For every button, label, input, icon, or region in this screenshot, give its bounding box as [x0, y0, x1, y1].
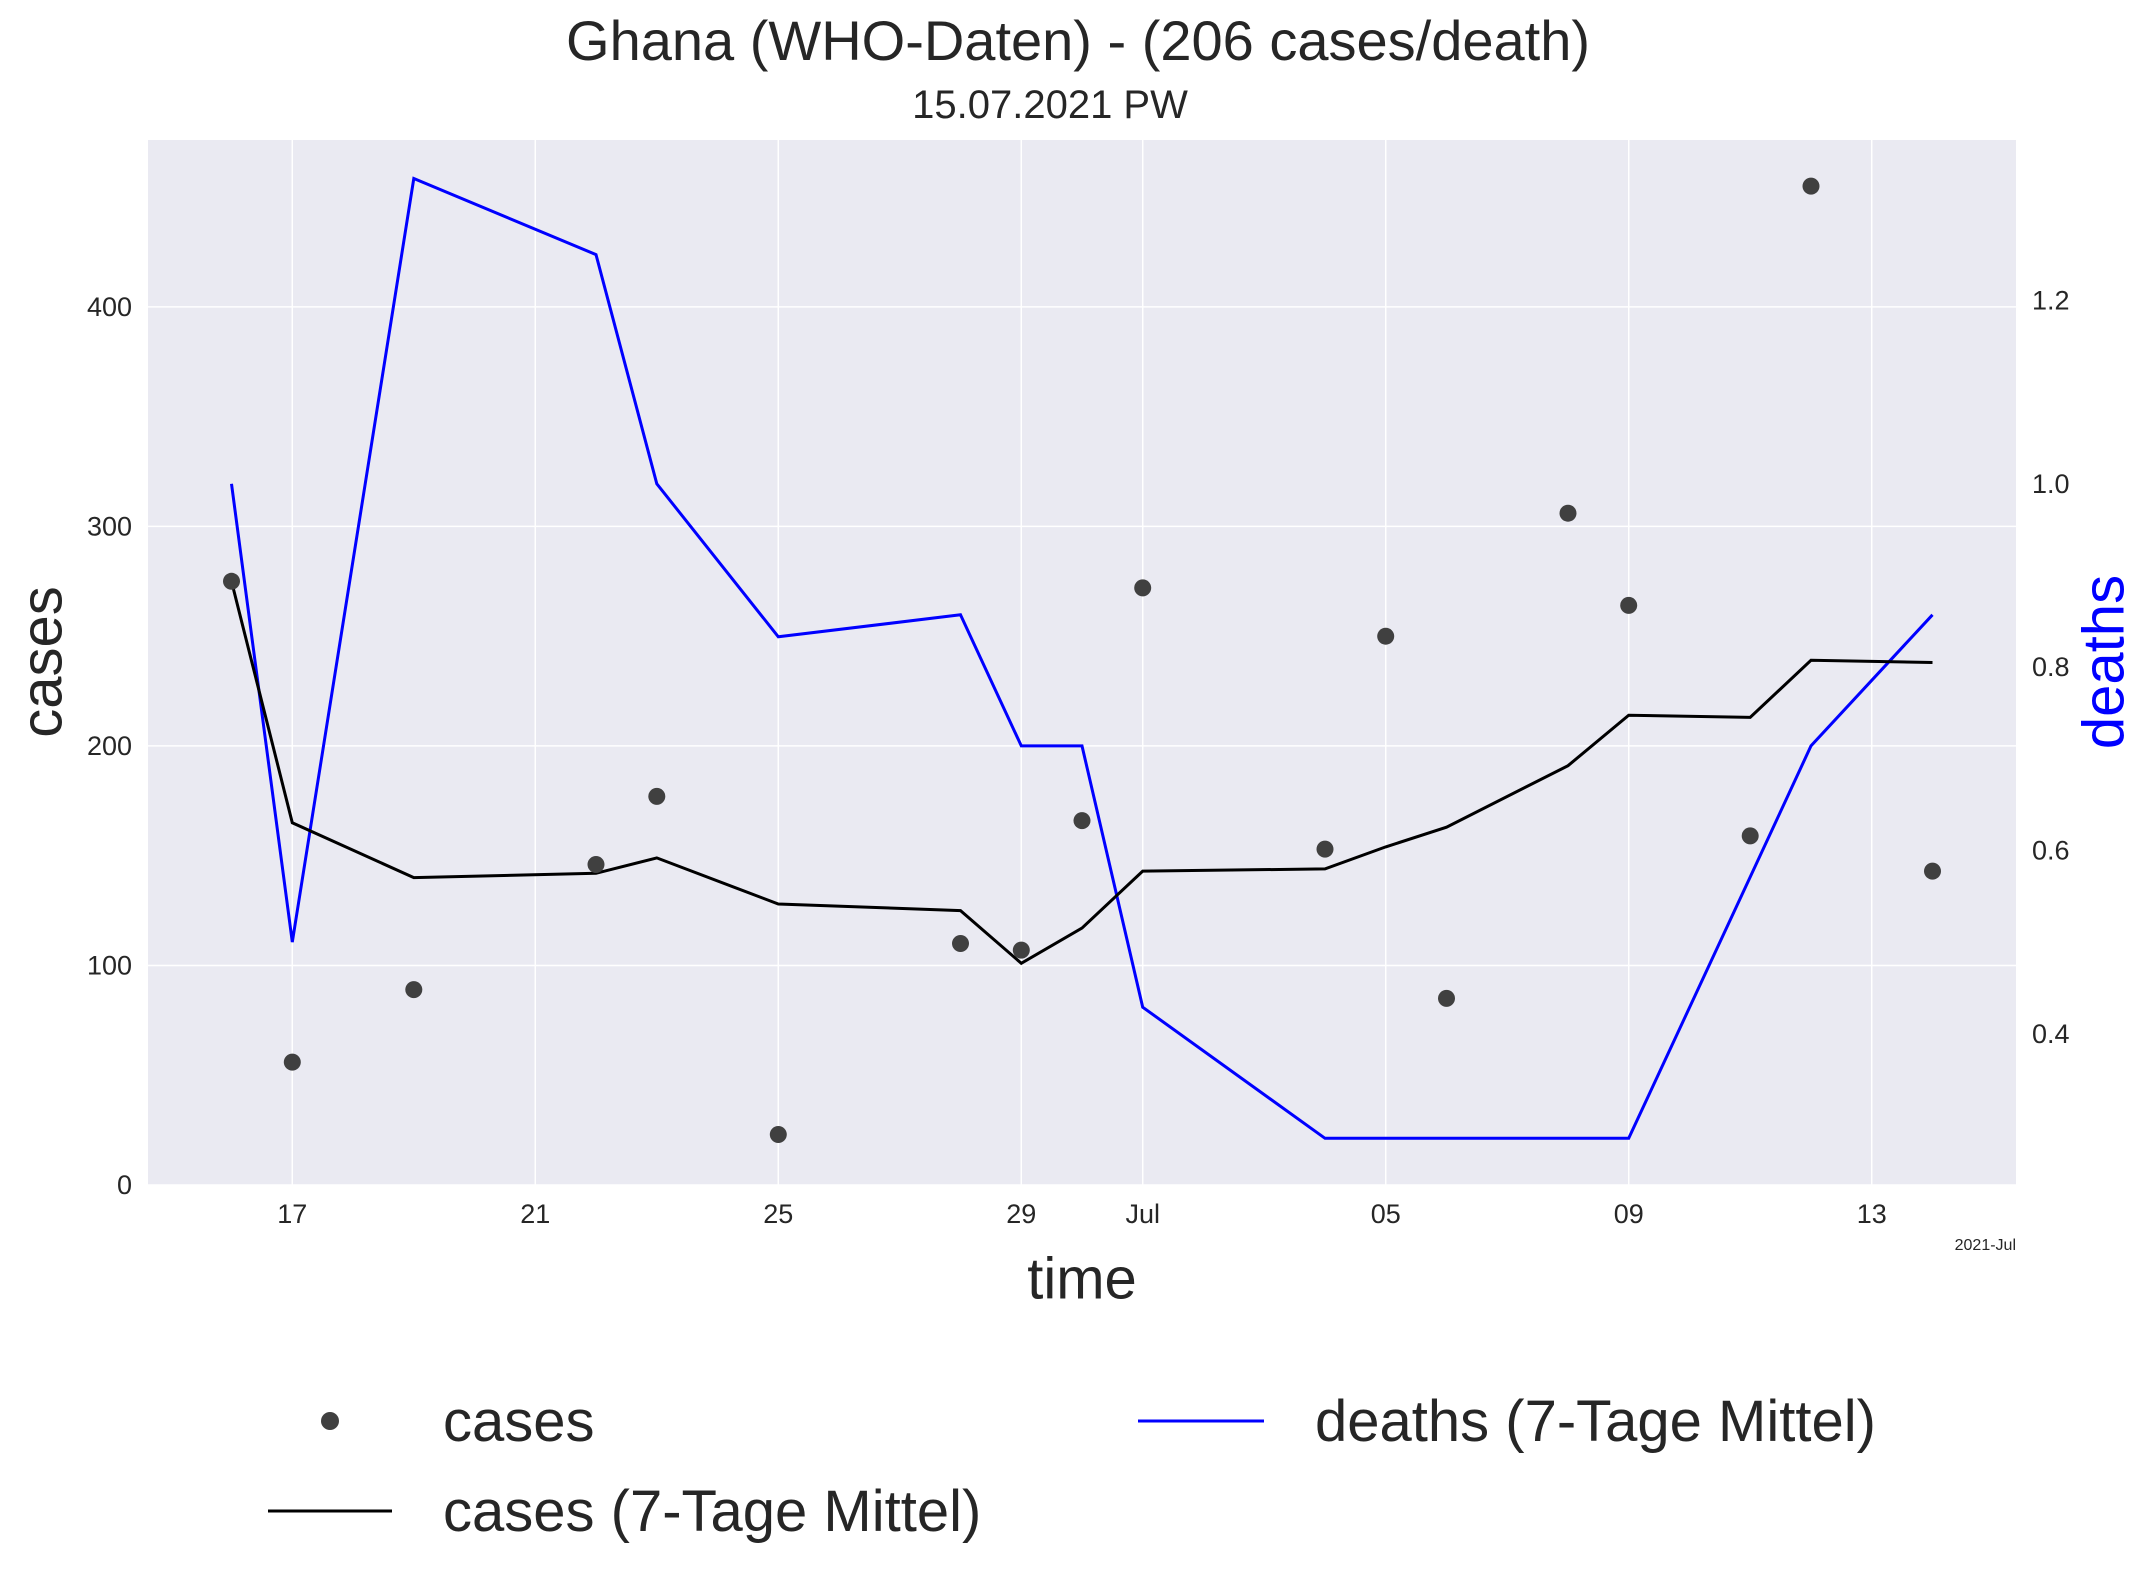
cases-point: [1377, 627, 1395, 645]
cases-point: [1741, 827, 1759, 845]
y-axis-label-right: deaths: [2071, 575, 2136, 749]
cases-point: [1073, 812, 1091, 830]
y-tick-label-right: 1.2: [2032, 285, 2070, 315]
legend-item-deaths-7day: deaths (7-Tage Mittel): [1138, 1389, 1876, 1454]
x-tick-label: 25: [763, 1199, 793, 1229]
cases-point: [1620, 596, 1638, 614]
x-tick-label: 05: [1371, 1199, 1401, 1229]
cases-point: [1559, 504, 1577, 522]
cases-point: [1316, 840, 1334, 858]
cases-point: [769, 1126, 787, 1143]
y-tick-label-right: 0.8: [2032, 652, 2070, 682]
legend-label-cases-7day: cases (7-Tage Mittel): [443, 1479, 981, 1544]
x-offset-label: 2021-Jul: [1955, 1237, 2016, 1254]
y-tick-label-left: 100: [87, 950, 132, 980]
cases-point: [587, 856, 605, 873]
x-tick-label: 21: [520, 1199, 550, 1229]
cases-7day-polyline: [230, 580, 1933, 966]
plot-area: [148, 140, 2016, 1185]
legend: cases cases (7-Tage Mittel) deaths (7-Ta…: [268, 1389, 1876, 1544]
y-tick-label-left: 200: [87, 731, 132, 761]
x-tick-label: Jul: [1125, 1199, 1160, 1229]
cases-point: [1438, 989, 1455, 1007]
deaths-7day-line: [230, 176, 1934, 1140]
deaths-7day-polyline: [230, 176, 1934, 1140]
y-tick-label-right: 0.4: [2032, 1019, 2070, 1049]
legend-item-cases: cases: [321, 1389, 595, 1454]
legend-label-deaths-7day: deaths (7-Tage Mittel): [1315, 1389, 1876, 1454]
cases-point: [1802, 177, 1820, 195]
legend-item-cases-7day: cases (7-Tage Mittel): [268, 1479, 981, 1544]
y-axis-label-left: cases: [9, 586, 74, 738]
cases-point: [1012, 941, 1030, 959]
cases-point: [283, 1053, 301, 1071]
x-axis-label: time: [1027, 1246, 1137, 1311]
grid-lines: [148, 140, 2016, 1186]
y-tick-label-left: 400: [87, 292, 132, 322]
x-tick-label: 13: [1857, 1199, 1887, 1229]
cases-point: [1134, 579, 1152, 597]
x-tick-label: 29: [1006, 1199, 1036, 1229]
x-tick-label: 09: [1614, 1199, 1644, 1229]
cases-point: [1924, 862, 1941, 880]
cases-point: [648, 787, 666, 805]
chart-title: Ghana (WHO-Daten) - (206 cases/death): [566, 9, 1590, 72]
cases-point: [405, 981, 423, 999]
y-tick-label-right: 0.6: [2032, 835, 2070, 865]
cases-7day-line: [230, 580, 1933, 966]
y-tick-label-left: 300: [87, 511, 132, 541]
chart-subtitle: 15.07.2021 PW: [912, 83, 1188, 127]
cases-points: [223, 177, 1941, 1143]
x-tick-label: 17: [277, 1199, 307, 1229]
tick-labels: 17 21 25 29 Jul 05 09 13 0 100 200 300 400 0.4 0.6 0.8 1…: [87, 285, 2070, 1229]
cases-point: [952, 935, 969, 952]
legend-label-cases: cases: [443, 1389, 595, 1454]
cases-point: [223, 572, 240, 590]
y-tick-label-right: 1.0: [2032, 469, 2070, 499]
legend-marker-cases: [321, 1412, 339, 1430]
y-tick-label-left: 0: [117, 1170, 132, 1200]
